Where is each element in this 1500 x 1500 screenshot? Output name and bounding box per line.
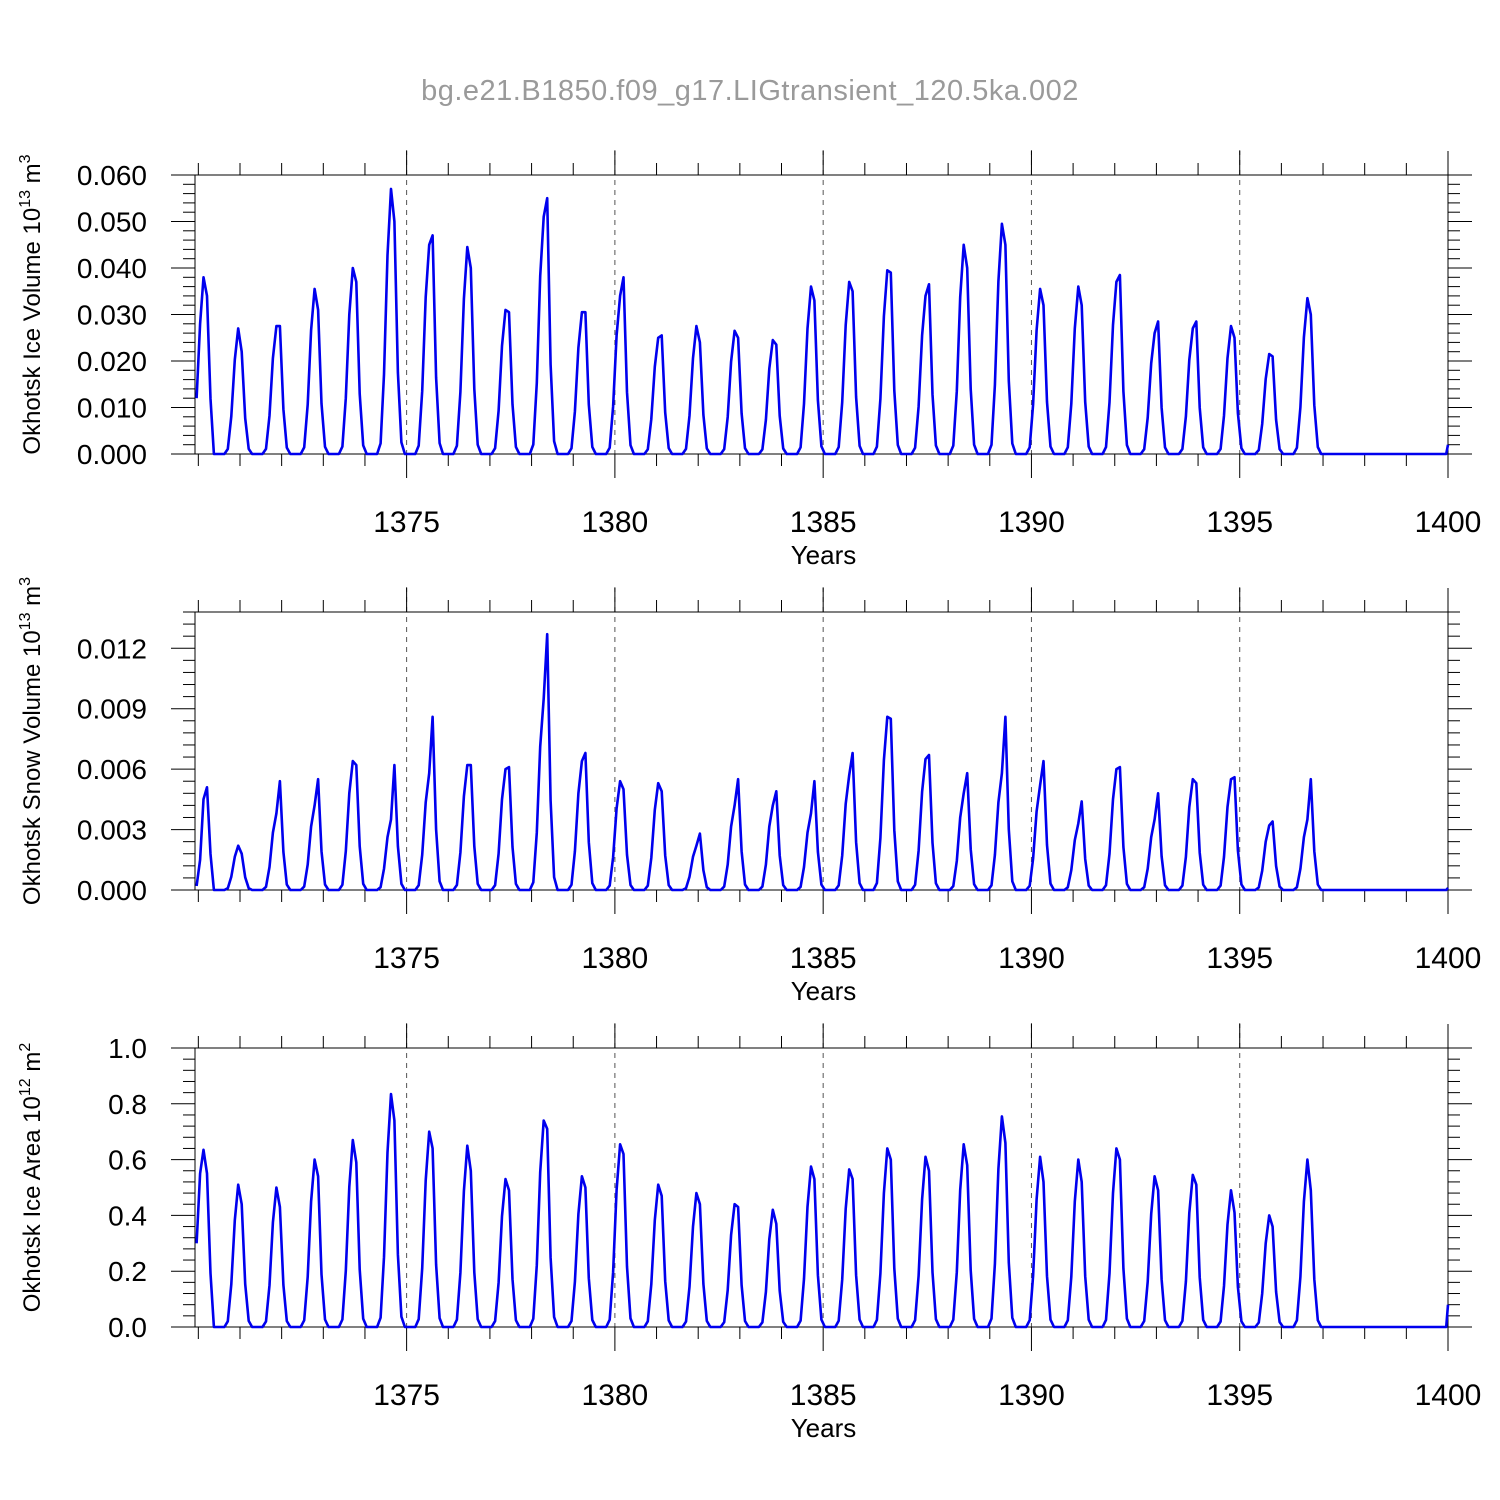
y-tick-label: 0.040 [77, 253, 147, 284]
y-axis-label: Okhotsk Ice Area 1012 m2 [17, 1043, 46, 1313]
y-tick-label: 0.030 [77, 300, 147, 331]
panel-2: 0.000 0.003 0.006 0.009 0.012 1375 1380 1385 139… [17, 577, 1481, 1006]
y-axis-label: Okhotsk Ice Volume 1013 m3 [17, 154, 46, 454]
y-tick-label: 1.0 [108, 1033, 147, 1064]
x-tick-label: 1375 [373, 942, 440, 975]
y-axis-label-unit: m [19, 586, 46, 613]
x-tick-label: 1400 [1415, 942, 1482, 975]
x-tick-label: 1390 [998, 942, 1065, 975]
x-tick-label: 1395 [1206, 942, 1273, 975]
x-tick-label: 1380 [582, 942, 649, 975]
plot-frame [194, 1047, 1449, 1328]
y-tick-label: 0.050 [77, 207, 147, 238]
y-tick-label: 0.6 [108, 1145, 147, 1176]
x-tick-label: 1395 [1206, 1379, 1273, 1412]
figure-title: bg.e21.B1850.f09_g17.LIGtransient_120.5k… [421, 75, 1079, 107]
y-axis-label-unit-exp: 3 [17, 577, 34, 586]
y-tick-label: 0.4 [108, 1200, 147, 1231]
y-tick-label: 0.2 [108, 1256, 147, 1287]
x-axis-label: Years [791, 1413, 857, 1443]
y-axis-label-unit: m [19, 163, 46, 190]
y-axis-label-exp: 13 [17, 190, 34, 208]
y-tick-label: 0.010 [77, 393, 147, 424]
y-axis-label-unit-exp: 3 [17, 154, 34, 163]
x-tick-label: 1380 [582, 506, 649, 539]
x-tick-label: 1385 [790, 942, 857, 975]
y-tick-label: 0.009 [77, 694, 147, 725]
x-tick-label: 1385 [790, 506, 857, 539]
series-line [195, 632, 1449, 892]
x-tick-label: 1390 [998, 506, 1065, 539]
y-tick-label: 0.003 [77, 815, 147, 846]
panel-3: 0.0 0.2 0.4 0.6 0.8 1.0 1375 1380 1385 1390 1395 14… [17, 1023, 1481, 1443]
x-tick-label: 1375 [373, 1379, 440, 1412]
series-line [195, 187, 1450, 456]
panel-1: 0.000 0.010 0.020 0.030 0.040 0.050 0.060 1375 1… [17, 150, 1481, 570]
y-axis-label-main: Okhotsk Ice Volume 10 [19, 208, 46, 455]
x-axis-label: Years [791, 976, 857, 1006]
y-axis-label-main: Okhotsk Ice Area 10 [19, 1096, 46, 1312]
y-tick-label: 0.020 [77, 346, 147, 377]
plot-frame [194, 611, 1449, 891]
y-tick-label: 0.006 [77, 754, 147, 785]
x-tick-label: 1385 [790, 1379, 857, 1412]
y-axis-label-exp: 12 [17, 1078, 34, 1096]
y-tick-label: 0.000 [77, 875, 147, 906]
y-tick-label: 0.000 [77, 439, 147, 470]
x-axis-label: Years [791, 540, 857, 570]
y-axis-label-unit: m [19, 1052, 46, 1079]
y-tick-label: 0.8 [108, 1089, 147, 1120]
y-axis-label-exp: 13 [17, 612, 34, 630]
y-axis-label-unit-exp: 2 [17, 1043, 34, 1052]
y-tick-label: 0.060 [77, 160, 147, 191]
y-tick-label: 0.012 [77, 633, 147, 664]
x-tick-label: 1400 [1415, 1379, 1482, 1412]
x-tick-label: 1400 [1415, 506, 1482, 539]
x-tick-label: 1395 [1206, 506, 1273, 539]
y-axis-label: Okhotsk Snow Volume 1013 m3 [17, 577, 46, 905]
x-tick-label: 1380 [582, 1379, 649, 1412]
x-tick-label: 1375 [373, 506, 440, 539]
y-tick-label: 0.0 [108, 1312, 147, 1343]
panels: 0.000 0.010 0.020 0.030 0.040 0.050 0.060 1375 1… [17, 150, 1481, 1443]
x-tick-label: 1390 [998, 1379, 1065, 1412]
y-axis-label-main: Okhotsk Snow Volume 10 [19, 630, 46, 905]
series-line [195, 1092, 1450, 1329]
